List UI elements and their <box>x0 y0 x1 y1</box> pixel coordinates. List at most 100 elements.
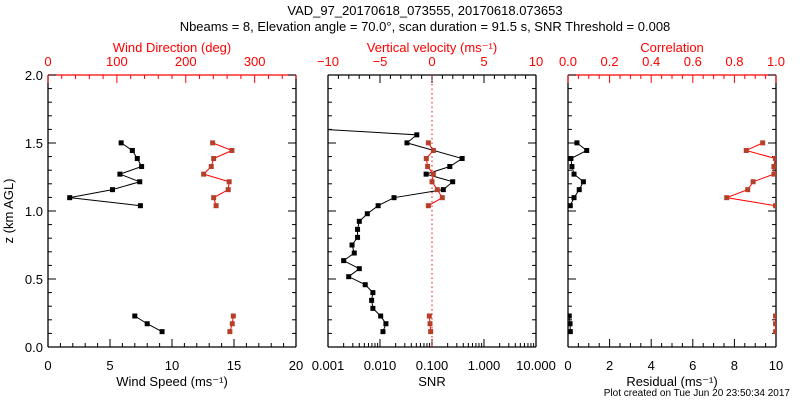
series-line <box>202 142 234 206</box>
data-point <box>229 147 235 153</box>
data-point <box>429 179 435 185</box>
data-point <box>568 203 573 209</box>
data-point <box>571 195 577 201</box>
data-point <box>144 321 150 327</box>
top-axis-title: Correlation <box>640 40 704 55</box>
top-tick-label: 0.6 <box>684 54 702 69</box>
data-point <box>430 171 436 177</box>
x-tick-label: 0 <box>44 358 51 373</box>
data-point <box>568 313 572 319</box>
series-line <box>328 129 464 332</box>
data-point <box>355 226 361 232</box>
series-correlation <box>724 140 776 335</box>
data-point <box>380 329 386 335</box>
x-tick-label: 8 <box>731 358 738 373</box>
data-point <box>773 321 776 327</box>
x-axis-title: Residual (ms⁻¹) <box>626 374 717 389</box>
data-point <box>568 321 573 327</box>
data-point <box>580 179 586 185</box>
data-point <box>459 156 465 162</box>
data-point <box>440 187 446 193</box>
x-tick-label: 10 <box>769 358 783 373</box>
data-point <box>378 313 384 319</box>
data-point <box>356 266 362 272</box>
data-point <box>159 329 165 335</box>
data-point <box>584 147 590 153</box>
top-tick-label: 0.0 <box>559 54 577 69</box>
data-point <box>229 321 235 327</box>
top-tick-label: 100 <box>106 54 128 69</box>
data-point <box>745 187 751 193</box>
data-point <box>201 171 207 177</box>
plot-created-footer: Plot created on Tue Jun 20 23:50:34 2017 <box>604 388 791 399</box>
series-line <box>724 142 776 207</box>
data-point <box>427 321 433 327</box>
panel-2: 0.001 0.010 0.100 1.000 10.000 SNR −10 −5 0 5 10 Ve… <box>312 40 556 389</box>
series-snr <box>328 129 465 335</box>
data-point <box>414 132 420 138</box>
data-point <box>356 218 362 224</box>
top-tick-label: 0 <box>44 54 51 69</box>
data-point <box>109 187 115 193</box>
data-point <box>430 147 436 153</box>
top-tick-label: 1.0 <box>767 54 785 69</box>
data-point <box>426 313 432 319</box>
data-point <box>571 171 577 177</box>
data-point <box>439 195 445 201</box>
data-point <box>425 203 431 209</box>
data-point <box>383 321 389 327</box>
data-point <box>772 156 776 162</box>
series-wind-direction <box>201 140 236 335</box>
data-point <box>362 282 368 288</box>
data-point <box>139 164 145 170</box>
top-tick-label: 0.4 <box>642 54 660 69</box>
x-tick-label: 15 <box>227 358 241 373</box>
data-point <box>750 179 756 185</box>
data-point <box>568 156 574 162</box>
data-point <box>213 203 219 209</box>
x-tick-label: 0.010 <box>364 358 397 373</box>
data-point <box>211 156 217 162</box>
data-point <box>370 305 376 311</box>
x-tick-label: 10 <box>165 358 179 373</box>
x-tick-label: 2 <box>606 358 613 373</box>
data-point <box>351 250 357 256</box>
data-point <box>771 164 776 170</box>
top-tick-label: 300 <box>244 54 266 69</box>
title-line-1: VAD_97_20170618_073555, 20170618.073653 <box>287 3 562 18</box>
data-point <box>569 164 575 170</box>
top-tick-label: 200 <box>175 54 197 69</box>
data-point <box>574 140 580 146</box>
x-tick-label: 1.000 <box>468 358 501 373</box>
data-point <box>576 187 582 193</box>
x-tick-label: 0 <box>564 358 571 373</box>
data-point <box>369 297 375 303</box>
data-point <box>118 140 124 146</box>
top-tick-label: −5 <box>373 54 388 69</box>
top-axis-title: Vertical velocity (ms⁻¹) <box>367 40 497 55</box>
data-point <box>346 274 352 280</box>
x-axis-title: Wind Speed (ms⁻¹) <box>116 374 228 389</box>
x-tick-label: 20 <box>289 358 303 373</box>
data-point <box>404 140 410 146</box>
data-point <box>370 290 376 296</box>
x-tick-label: 0.001 <box>312 358 345 373</box>
data-point <box>391 195 397 201</box>
x-tick-label: 4 <box>648 358 655 373</box>
data-point <box>743 147 749 153</box>
y-tick-label: 1.5 <box>25 136 43 151</box>
data-point <box>341 258 347 264</box>
data-point <box>773 203 776 209</box>
y-tick-label: 0.5 <box>25 272 43 287</box>
data-point <box>425 140 431 146</box>
top-axis-title: Wind Direction (deg) <box>113 40 232 55</box>
top-tick-label: −10 <box>317 54 339 69</box>
y-axis-label: z (km AGL) <box>1 178 16 243</box>
data-point <box>375 203 381 209</box>
series-wind-speed <box>67 140 165 335</box>
data-point <box>423 156 429 162</box>
data-point <box>428 329 434 335</box>
